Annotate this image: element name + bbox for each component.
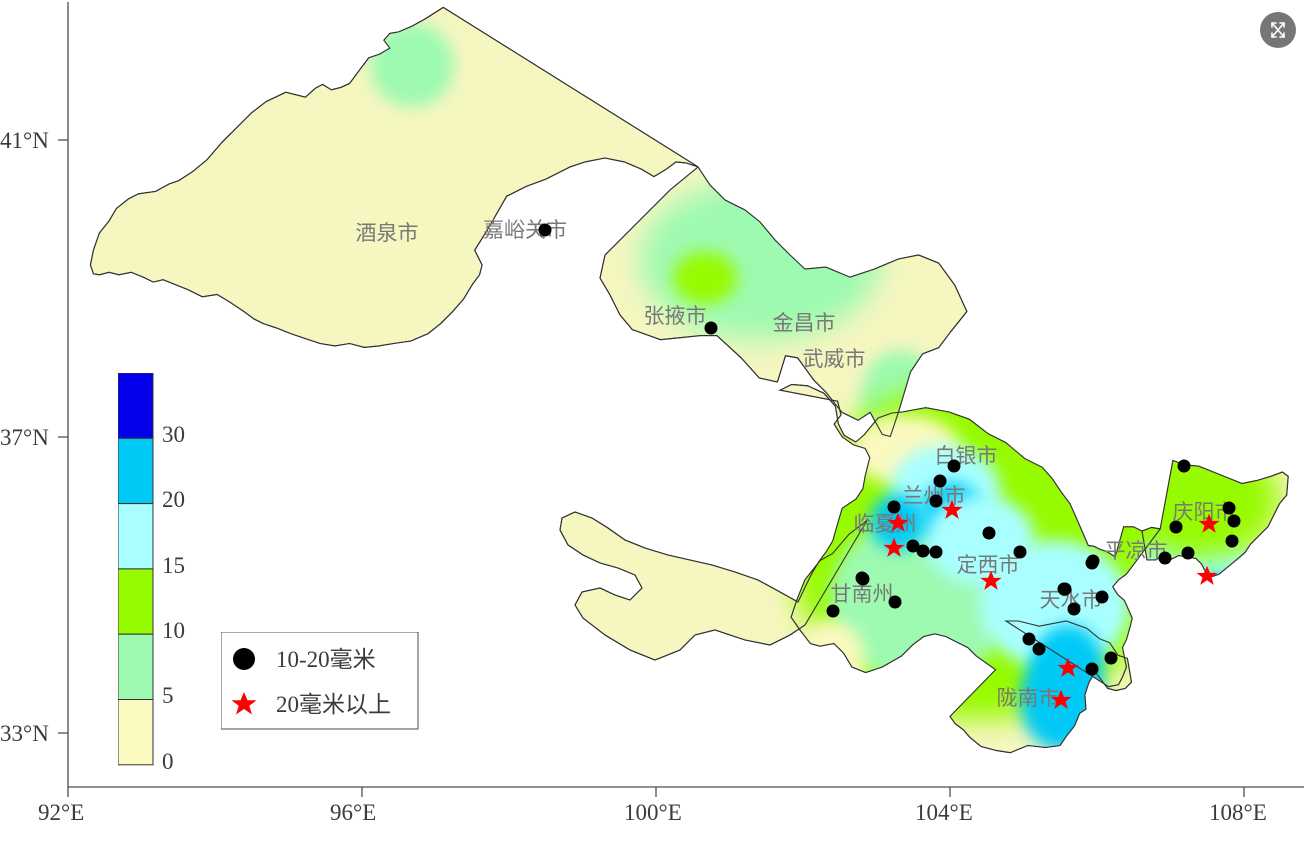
svg-text:甘南州: 甘南州 [831,582,894,606]
svg-text:0: 0 [162,749,174,773]
svg-text:临夏州: 临夏州 [854,512,917,536]
svg-text:嘉峪关市: 嘉峪关市 [483,218,567,242]
svg-text:15: 15 [162,553,185,578]
svg-text:陇南市: 陇南市 [997,686,1060,710]
svg-text:武威市: 武威市 [803,347,866,371]
svg-text:平凉市: 平凉市 [1105,539,1168,563]
svg-text:白银市: 白银市 [935,444,998,468]
svg-text:10-20毫米: 10-20毫米 [276,647,376,672]
svg-text:定西市: 定西市 [957,553,1020,577]
svg-text:30: 30 [162,422,185,447]
svg-text:10: 10 [162,618,185,643]
svg-text:5: 5 [162,683,174,708]
svg-text:酒泉市: 酒泉市 [356,221,419,245]
svg-text:20毫米以上: 20毫米以上 [276,692,391,717]
svg-text:张掖市: 张掖市 [644,304,707,328]
svg-text:20: 20 [162,487,185,512]
svg-text:金昌市: 金昌市 [773,311,836,335]
